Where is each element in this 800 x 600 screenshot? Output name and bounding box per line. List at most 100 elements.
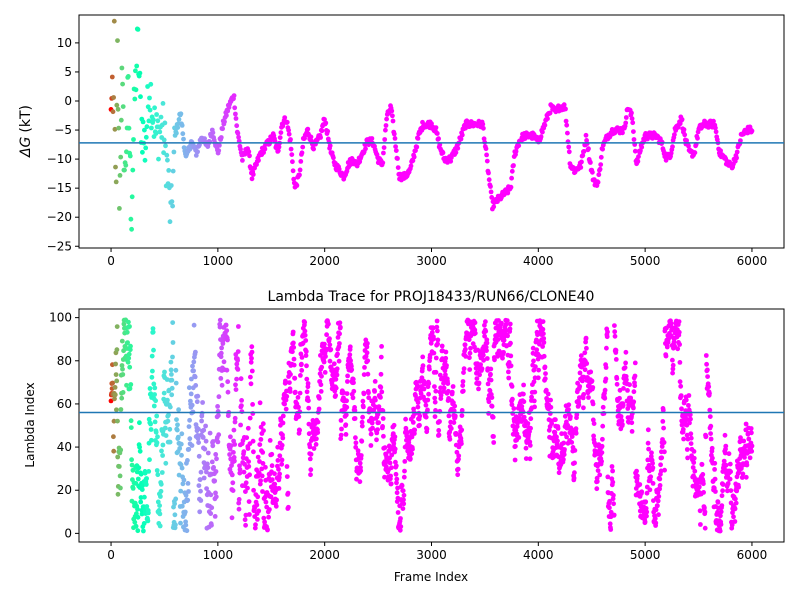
lambda-point xyxy=(304,389,310,395)
lambda-point xyxy=(650,481,656,486)
lambda-point xyxy=(261,428,266,433)
lambda-point xyxy=(715,499,721,505)
lambda-point xyxy=(732,519,738,524)
lambda-point xyxy=(308,472,313,478)
lambda-point xyxy=(623,349,629,355)
dg-point xyxy=(168,183,174,188)
lambda-point xyxy=(573,430,579,436)
lambda-point xyxy=(261,515,267,521)
lambda-point xyxy=(334,372,340,378)
lambda-point xyxy=(455,472,461,478)
lambda-point xyxy=(410,420,416,425)
lambda-point xyxy=(486,411,491,416)
lambda-point xyxy=(508,363,514,369)
lambda-point xyxy=(154,413,160,419)
lambda-point xyxy=(459,441,464,447)
dg-point xyxy=(180,131,186,137)
dg-y-tick-label: −10 xyxy=(47,152,72,166)
lambda-point xyxy=(398,516,403,521)
lambda-point xyxy=(276,475,282,480)
lambda-point xyxy=(135,506,140,512)
lambda-point xyxy=(155,499,161,505)
lambda-point xyxy=(545,391,551,397)
lambda-point xyxy=(460,379,466,384)
lambda-point xyxy=(200,435,206,440)
lambda-point xyxy=(353,435,358,441)
lambda-point xyxy=(175,422,180,428)
lambda-point xyxy=(531,379,537,385)
lambda-point xyxy=(712,467,717,472)
lambda-point xyxy=(433,369,439,375)
lambda-point xyxy=(304,376,310,382)
lambda-point xyxy=(705,367,710,373)
dg-point xyxy=(433,125,439,130)
dg-point xyxy=(130,167,136,173)
lambda-point xyxy=(269,477,275,483)
lambda-point xyxy=(506,369,511,375)
lambda-point xyxy=(482,322,487,328)
lambda-point xyxy=(708,431,713,436)
lambda-point xyxy=(138,471,144,477)
lambda-point xyxy=(459,413,465,418)
lambda-point xyxy=(720,482,726,487)
lambda-point xyxy=(485,381,491,387)
lambda-point xyxy=(129,457,135,463)
lambda-point xyxy=(173,496,179,502)
dg-point xyxy=(225,108,231,114)
lambda-point xyxy=(188,391,194,397)
lambda-point xyxy=(361,372,367,377)
dg-point xyxy=(143,134,149,140)
lambda-point xyxy=(447,436,453,442)
lambda-point xyxy=(589,378,595,384)
lambda-point xyxy=(599,450,605,455)
lambda-point xyxy=(227,452,233,457)
lambda-point xyxy=(718,522,724,527)
lambda-point xyxy=(362,365,367,370)
dg-point xyxy=(390,118,396,124)
lambda-point xyxy=(175,434,181,440)
lambda-point xyxy=(631,389,637,395)
dg-point xyxy=(123,162,129,168)
lambda-point xyxy=(159,470,165,475)
lambda-point xyxy=(620,422,625,427)
dg-point xyxy=(122,167,127,173)
lambda-point xyxy=(394,480,399,486)
lambda-point xyxy=(508,353,514,359)
dg-point xyxy=(247,153,252,159)
dg-point xyxy=(134,63,140,69)
lambda-point xyxy=(527,456,533,462)
lambda-point xyxy=(118,407,124,412)
lambda-point xyxy=(459,408,465,413)
lambda-point xyxy=(659,455,665,461)
dg-point xyxy=(297,167,303,173)
lambda-point xyxy=(681,436,686,442)
lambda-point xyxy=(642,519,648,525)
lambda-point xyxy=(343,422,349,428)
lambda-point xyxy=(529,394,534,400)
lambda-point xyxy=(127,324,132,329)
lambda-point xyxy=(653,520,659,526)
lambda-point xyxy=(260,489,265,494)
lambda-point xyxy=(238,376,244,382)
lambda-point xyxy=(284,464,290,469)
lambda-point xyxy=(541,353,547,359)
lambda-point xyxy=(555,426,561,431)
lambda-point xyxy=(128,382,134,387)
lambda-point xyxy=(531,358,536,364)
lambda-point xyxy=(138,499,144,505)
dg-point xyxy=(156,156,161,162)
lambda-point xyxy=(568,414,573,419)
lambda-point xyxy=(449,389,455,395)
lambda-point xyxy=(232,442,238,447)
lambda-point xyxy=(725,488,730,494)
lambda-point xyxy=(365,358,371,364)
dg-point xyxy=(692,150,698,156)
dg-point xyxy=(231,93,237,98)
lambda-point xyxy=(660,407,666,413)
lambda-point xyxy=(239,398,245,403)
dg-x-tick-label: 4000 xyxy=(523,254,554,268)
dg-point xyxy=(561,102,567,108)
lambda-y-ticks: 0 20 40 60 80 100 xyxy=(49,311,79,540)
lambda-point xyxy=(438,392,444,398)
lambda-point xyxy=(678,383,684,389)
